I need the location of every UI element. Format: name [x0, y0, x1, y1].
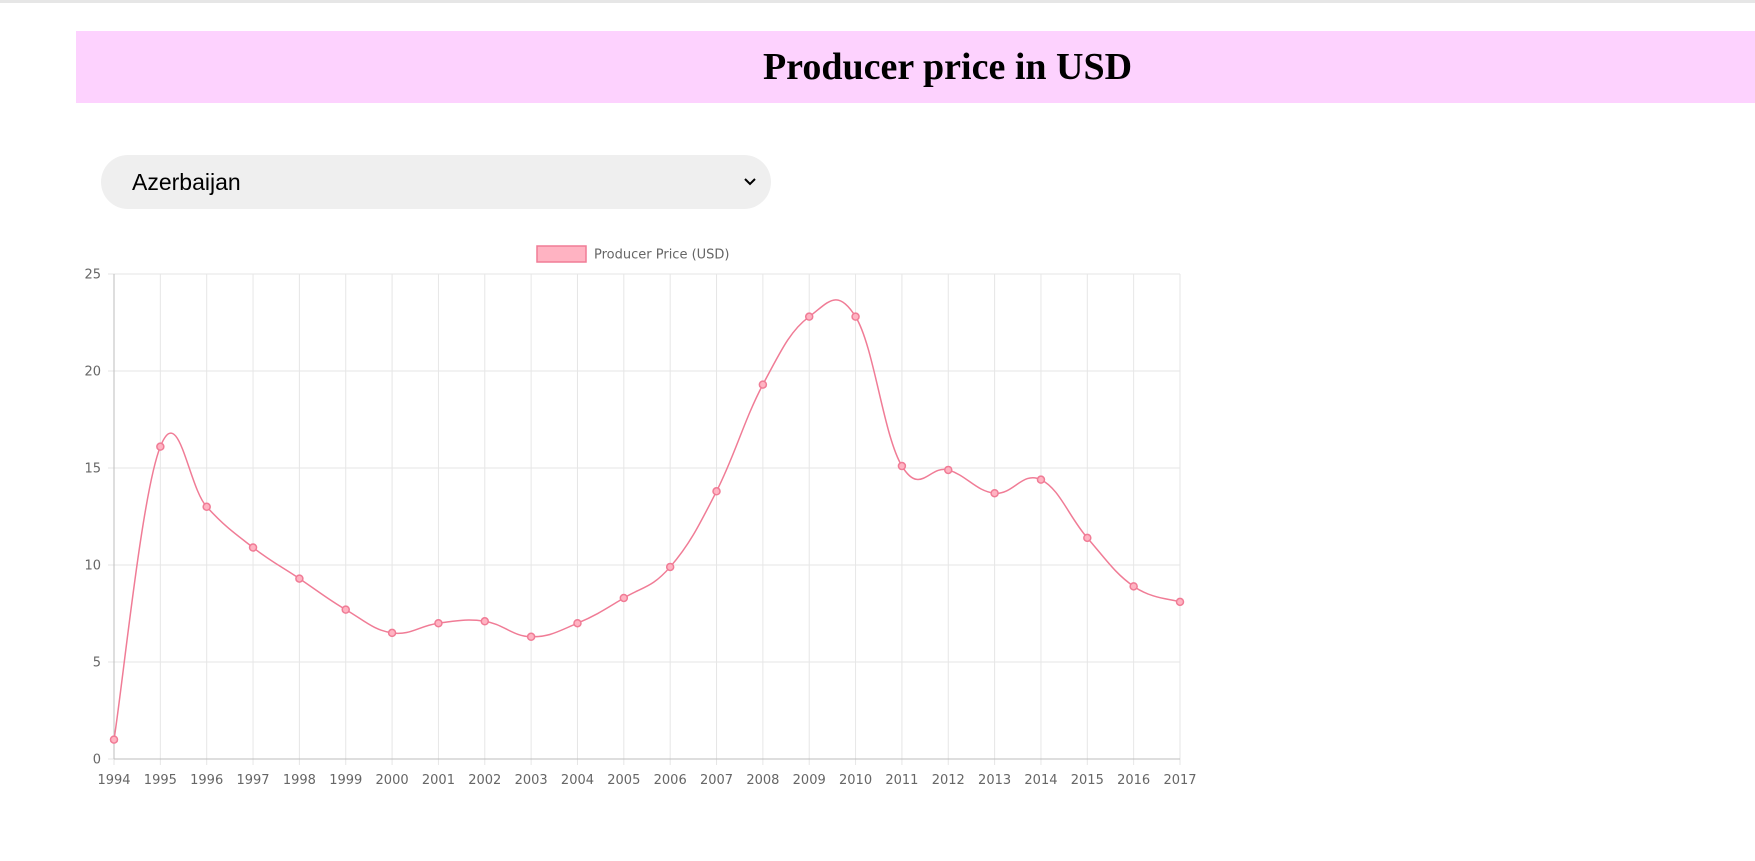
- y-tick-labels: 0 5 10 15 20 25: [84, 268, 101, 768]
- data-point[interactable]: [758, 380, 768, 389]
- chart-grid: [108, 273, 1181, 765]
- x-tick-label: 1996: [190, 773, 223, 788]
- y-tick-label: 10: [84, 559, 101, 574]
- legend-label: Producer Price (USD): [594, 248, 730, 263]
- data-point[interactable]: [202, 502, 211, 512]
- data-point[interactable]: [156, 442, 165, 451]
- y-tick-label: 5: [93, 656, 101, 671]
- data-point[interactable]: [248, 543, 258, 552]
- data-point[interactable]: [665, 562, 675, 572]
- series-line-producer-price: [113, 299, 1181, 740]
- x-tick-label: 2012: [932, 773, 965, 788]
- x-tick-label: 2010: [839, 773, 872, 788]
- x-tick-label: 1995: [144, 773, 177, 788]
- top-rule: [0, 0, 1755, 3]
- data-point[interactable]: [897, 461, 907, 471]
- x-tick-label: 2000: [376, 773, 409, 788]
- data-point[interactable]: [944, 465, 953, 475]
- y-tick-label: 20: [84, 365, 101, 380]
- x-tick-label: 2004: [561, 773, 594, 788]
- x-tick-label: 2013: [978, 773, 1011, 788]
- data-point[interactable]: [851, 312, 860, 321]
- x-tick-label: 2007: [700, 773, 733, 788]
- data-point[interactable]: [480, 617, 490, 626]
- data-point[interactable]: [619, 593, 629, 603]
- data-point[interactable]: [1083, 533, 1092, 543]
- data-point[interactable]: [1036, 475, 1046, 484]
- x-tick-label: 2006: [654, 773, 687, 788]
- country-select-value: Azerbaijan: [132, 168, 241, 195]
- chevron-down-icon: [743, 175, 757, 189]
- chart-legend: Producer Price (USD): [536, 245, 730, 263]
- x-tick-label: 2001: [422, 773, 455, 788]
- data-point[interactable]: [526, 632, 536, 642]
- x-tick-label: 2009: [793, 773, 826, 788]
- y-tick-label: 25: [84, 268, 101, 283]
- x-tick-label: 2002: [468, 773, 501, 788]
- data-point[interactable]: [573, 618, 582, 628]
- x-tick-label: 2015: [1071, 773, 1104, 788]
- x-tick-label: 1999: [329, 773, 362, 788]
- data-point[interactable]: [387, 628, 397, 638]
- x-tick-label: 2014: [1024, 773, 1057, 788]
- y-tick-label: 0: [93, 753, 101, 768]
- data-point[interactable]: [712, 487, 721, 496]
- x-tick-label: 2011: [885, 773, 918, 788]
- x-tick-label: 1998: [283, 773, 316, 788]
- x-tick-label: 2003: [515, 773, 548, 788]
- x-tick-label: 2017: [1163, 773, 1196, 788]
- data-point[interactable]: [990, 488, 999, 498]
- x-tick-labels: 1994 1995 1996 1997 1998 1999 2000 2001 2002 2003…: [97, 773, 1196, 788]
- chart-points: [109, 312, 1185, 744]
- y-tick-label: 15: [84, 462, 101, 477]
- title-banner: Producer price in USD: [76, 31, 1755, 103]
- data-point[interactable]: [109, 735, 119, 744]
- x-tick-label: 2016: [1117, 773, 1150, 788]
- data-point[interactable]: [804, 312, 814, 321]
- x-tick-label: 2005: [607, 773, 640, 788]
- data-point[interactable]: [295, 574, 304, 583]
- x-tick-label: 1994: [97, 773, 130, 788]
- legend-swatch[interactable]: [536, 245, 587, 263]
- data-point[interactable]: [434, 618, 443, 628]
- chart-axes: [113, 274, 1180, 760]
- data-point[interactable]: [1175, 597, 1185, 607]
- x-tick-label: 2008: [746, 773, 779, 788]
- data-point[interactable]: [1129, 582, 1138, 591]
- country-select[interactable]: Azerbaijan: [101, 155, 771, 209]
- x-tick-label: 1997: [236, 773, 269, 788]
- data-point[interactable]: [341, 605, 350, 614]
- page-title: Producer price in USD: [762, 46, 1133, 88]
